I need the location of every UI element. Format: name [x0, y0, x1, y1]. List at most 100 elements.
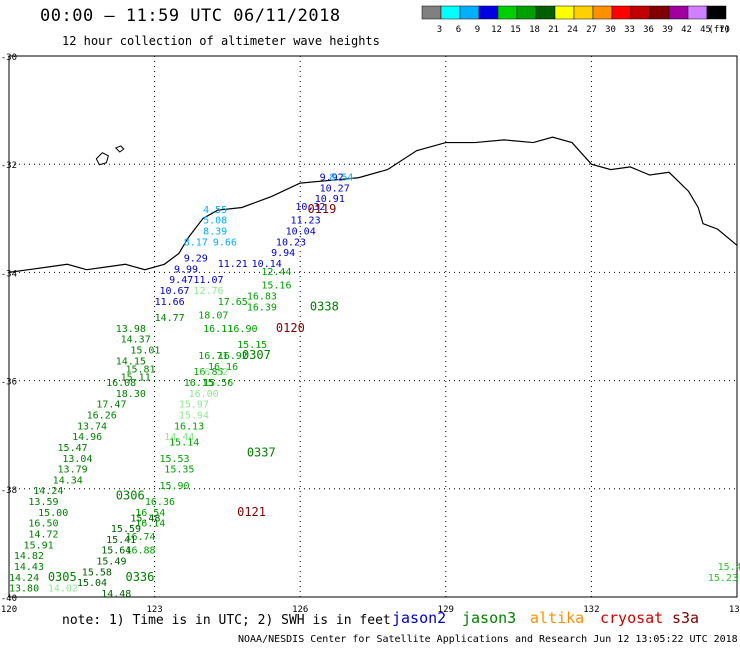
- legend-label: 24: [567, 25, 578, 35]
- swh-value-label: 16.36: [145, 497, 175, 508]
- legend-label: 21: [548, 25, 559, 35]
- swh-value-label: 15.81: [125, 364, 155, 375]
- lat-tick-label: -30: [1, 53, 17, 63]
- swh-value-label: 15.16: [261, 281, 291, 292]
- swh-value-label: 13.79: [58, 465, 88, 476]
- swh-value-label: 16.74: [125, 532, 155, 543]
- swh-value-label: 13.80: [9, 584, 39, 595]
- swh-value-label: 15.01: [130, 346, 160, 357]
- swh-value-label: 14.44: [164, 432, 194, 443]
- legend-label: 18: [529, 25, 540, 35]
- swh-value-label: 15.56: [203, 378, 233, 389]
- swh-value-label: 16.71: [198, 351, 228, 362]
- swh-value-label: 13.59: [28, 497, 58, 508]
- swh-value-label: 8.17: [184, 237, 208, 248]
- swh-value-label: 15.91: [24, 540, 54, 551]
- legend-swatch: [706, 5, 727, 20]
- lat-tick-label: -40: [1, 594, 17, 604]
- swh-value-label: 10.23: [276, 237, 306, 248]
- legend-label: 39: [662, 25, 673, 35]
- legend-swatch: [497, 5, 518, 20]
- swh-value-label: 8.39: [203, 227, 227, 238]
- swh-value-label: 16.14: [135, 519, 165, 530]
- swh-value-label: 11.07: [193, 275, 223, 286]
- lon-tick-label: 126: [292, 605, 308, 615]
- swh-value-label: 14.72: [28, 529, 58, 540]
- swh-value-label: 16.85: [193, 367, 223, 378]
- swh-value-label: 10.91: [315, 194, 345, 205]
- swh-value-label: 15.94: [179, 410, 209, 421]
- swh-value-label: 16.08: [106, 378, 136, 389]
- swh-value-label: 14.37: [121, 335, 151, 346]
- legend-swatch: [611, 5, 632, 20]
- swh-value-label: 9.29: [184, 254, 208, 265]
- pass-time-label: 0338: [310, 299, 339, 313]
- legend-swatch: [535, 5, 556, 20]
- satellite-cryosat: cryosat: [600, 609, 664, 627]
- swh-value-label: 15.58: [82, 567, 112, 578]
- swh-value-label: 16.15: [184, 378, 214, 389]
- swh-value-label: 11.66: [155, 297, 185, 308]
- pass-time-label: 0119: [307, 202, 336, 216]
- legend-unit: (ft): [708, 25, 730, 35]
- swh-value-label: 10.04: [286, 227, 316, 238]
- swh-value-label: 10.14: [252, 259, 282, 270]
- swh-value-label: 16.83: [247, 291, 277, 302]
- legend-swatch: [440, 5, 461, 20]
- island: [114, 145, 125, 153]
- swh-value-label: 10.67: [159, 286, 189, 297]
- pass-time-label: 0307: [242, 348, 271, 362]
- legend-swatch: [421, 5, 442, 20]
- swh-value-label: 16.00: [189, 389, 219, 400]
- swh-value-label: 14.43: [14, 562, 44, 573]
- lat-tick-label: -38: [1, 486, 17, 496]
- swh-value-label: 8.54: [329, 172, 353, 183]
- swh-value-label: 18.07: [198, 310, 228, 321]
- swh-value-label: 16.50: [28, 519, 58, 530]
- swh-value-label: 16.11: [203, 324, 233, 335]
- satellite-jason3: jason3: [462, 609, 517, 627]
- swh-value-label: 13.04: [62, 454, 92, 465]
- swh-value-label: 17.65: [218, 297, 248, 308]
- legend-label: 42: [681, 25, 692, 35]
- swh-value-label: 16.13: [174, 421, 204, 432]
- swh-value-label: 11.21: [218, 259, 248, 270]
- swh-value-label: 15.90: [159, 481, 189, 492]
- legend-label: 33: [624, 25, 635, 35]
- satellite-jason2: jason2: [392, 609, 447, 627]
- swh-value-label: 15.47: [58, 443, 88, 454]
- swh-value-label: 16.16: [208, 362, 238, 373]
- swh-value-label: 15.11: [121, 373, 151, 384]
- swh-value-label: 16.88: [125, 546, 155, 557]
- legend-swatch: [478, 5, 499, 20]
- swh-value-label: 11.23: [290, 216, 320, 227]
- swh-value-label: 15.23: [708, 573, 738, 584]
- lat-tick-label: -32: [1, 161, 17, 171]
- swh-value-label: 14.82: [14, 551, 44, 562]
- legend-swatch: [554, 5, 575, 20]
- swh-value-label: 9.47: [169, 275, 193, 286]
- legend-label: 12: [491, 25, 502, 35]
- swh-value-label: 15.64: [101, 546, 131, 557]
- coastline: [8, 136, 738, 273]
- swh-value-label: 15.97: [179, 400, 209, 411]
- swh-value-label: 14.24: [33, 486, 63, 497]
- legend-label: 6: [456, 25, 461, 35]
- legend-swatch: [630, 5, 651, 20]
- swh-value-label: 16.32: [198, 367, 228, 378]
- swh-value-label: 9.66: [213, 237, 237, 248]
- swh-value-label: 13.98: [116, 324, 146, 335]
- swh-value-label: 14.02: [48, 584, 78, 595]
- swh-value-label: 15.42: [718, 562, 740, 573]
- swh-value-label: 9.92: [320, 172, 344, 183]
- legend-swatch: [592, 5, 613, 20]
- legend-swatch: [668, 5, 689, 20]
- legend-label: 36: [643, 25, 654, 35]
- swh-value-label: 15.41: [106, 535, 136, 546]
- legend-swatch: [573, 5, 594, 20]
- swh-value-label: 15.00: [38, 508, 68, 519]
- lon-tick-label: 129: [438, 605, 454, 615]
- swh-value-label: 13.74: [77, 421, 107, 432]
- pass-time-label: 0121: [237, 505, 266, 519]
